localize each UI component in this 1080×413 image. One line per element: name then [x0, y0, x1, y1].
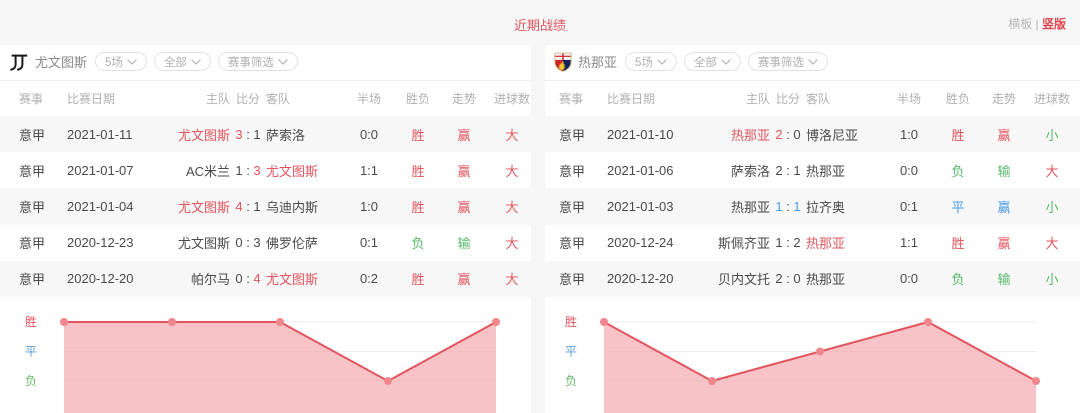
svg-text:平: 平: [25, 345, 37, 359]
svg-text:胜: 胜: [565, 314, 577, 329]
svg-text:负: 负: [565, 374, 577, 388]
svg-text:平: 平: [565, 345, 577, 359]
svg-text:负: 负: [25, 374, 37, 388]
svg-text:胜: 胜: [25, 314, 37, 329]
